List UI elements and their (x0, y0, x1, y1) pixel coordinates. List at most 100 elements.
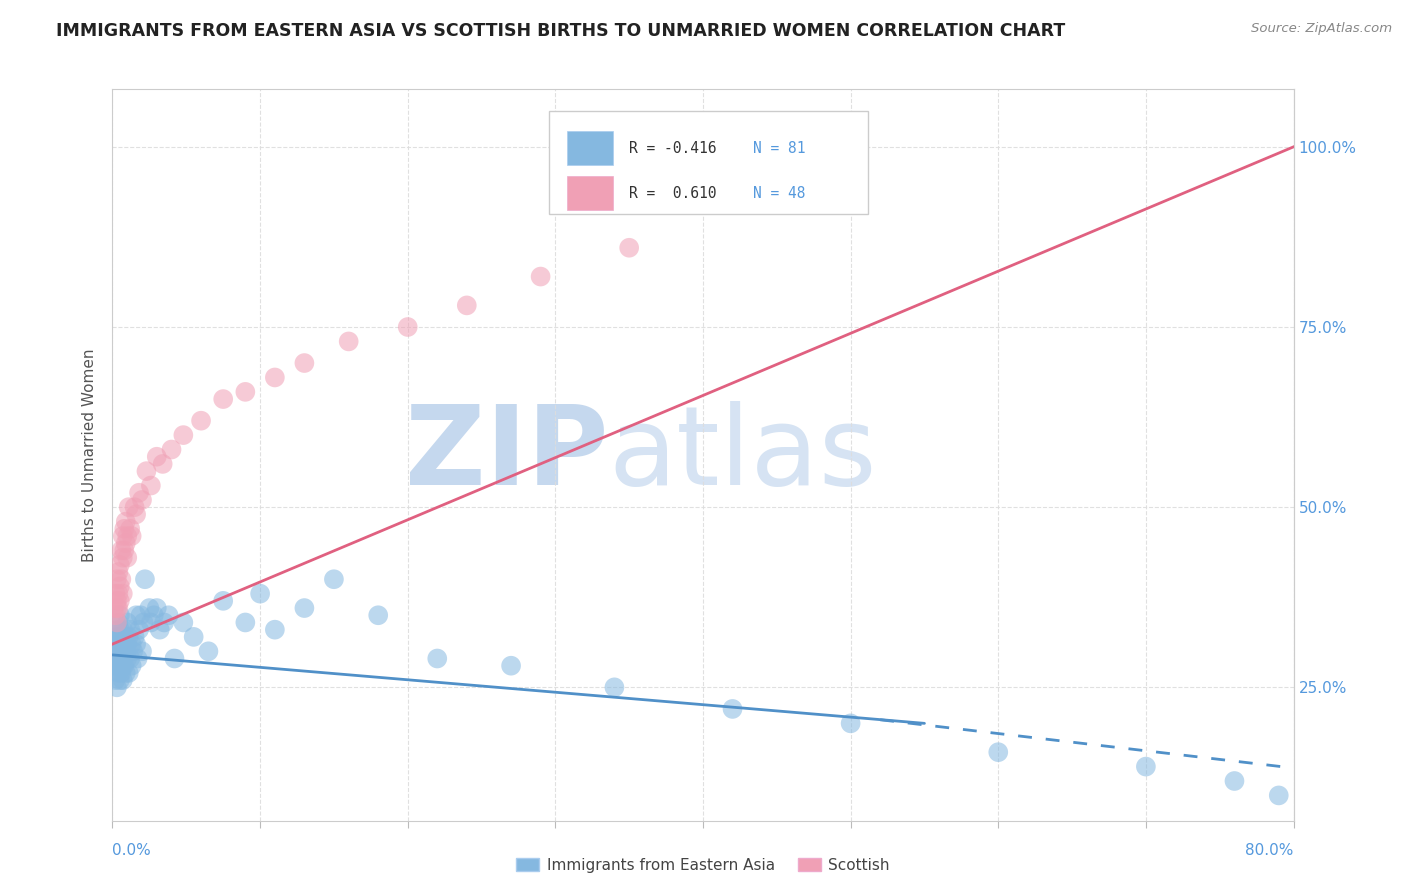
Point (117, 615, 138, 630)
Point (603, 681, 626, 695)
Point (146, 450, 169, 464)
Point (121, 637, 143, 651)
Point (125, 608, 148, 623)
Point (721, 702, 744, 716)
Point (111, 651, 134, 665)
Point (120, 522, 142, 536)
Point (112, 543, 135, 558)
Point (1223, 774, 1246, 789)
Point (131, 492, 153, 507)
Point (111, 550, 134, 565)
Point (131, 644, 153, 658)
Point (107, 630, 129, 644)
Point (396, 320, 419, 334)
Point (110, 644, 132, 658)
Text: 0.0%: 0.0% (112, 843, 152, 858)
Point (108, 623, 131, 637)
Point (337, 334, 360, 349)
Text: IMMIGRANTS FROM EASTERN ASIA VS SCOTTISH BIRTHS TO UNMARRIED WOMEN CORRELATION C: IMMIGRANTS FROM EASTERN ASIA VS SCOTTISH… (56, 22, 1066, 40)
Point (134, 572, 156, 586)
Point (110, 658, 132, 673)
Point (105, 681, 128, 695)
Point (110, 630, 132, 644)
Point (124, 630, 146, 644)
Point (108, 579, 131, 593)
Point (103, 658, 125, 673)
Point (264, 370, 287, 384)
Point (105, 630, 128, 644)
Point (987, 745, 1010, 759)
Point (152, 457, 174, 471)
Point (104, 608, 127, 623)
Point (104, 587, 127, 601)
Point (157, 608, 180, 623)
Point (233, 384, 256, 399)
Point (114, 644, 136, 658)
Point (108, 644, 131, 658)
Point (135, 464, 157, 478)
Point (172, 428, 194, 442)
Point (127, 651, 149, 665)
Text: Source: ZipAtlas.com: Source: ZipAtlas.com (1251, 22, 1392, 36)
Point (249, 587, 271, 601)
Point (111, 623, 134, 637)
Point (111, 587, 134, 601)
Point (108, 608, 131, 623)
Point (112, 522, 135, 536)
Point (108, 658, 131, 673)
Point (105, 572, 128, 586)
Point (103, 601, 125, 615)
Point (139, 478, 162, 492)
Point (108, 558, 131, 572)
Point (1268, 789, 1291, 803)
Point (125, 508, 148, 522)
Legend: Immigrants from Eastern Asia, Scottish: Immigrants from Eastern Asia, Scottish (510, 852, 896, 879)
Point (118, 500, 141, 515)
Text: R =  0.610: R = 0.610 (628, 186, 716, 201)
Point (323, 572, 346, 586)
Point (128, 623, 150, 637)
Point (124, 500, 146, 515)
Text: ZIP: ZIP (405, 401, 609, 508)
Point (292, 356, 315, 370)
Point (105, 594, 128, 608)
Point (107, 587, 129, 601)
Point (149, 623, 172, 637)
FancyBboxPatch shape (567, 131, 613, 165)
Point (121, 529, 143, 543)
Point (132, 615, 155, 630)
Text: N = 48: N = 48 (752, 186, 806, 201)
Point (107, 565, 129, 579)
Point (839, 716, 862, 731)
Point (146, 601, 169, 615)
Point (212, 594, 235, 608)
Point (111, 658, 134, 673)
Point (138, 601, 160, 615)
Point (108, 594, 131, 608)
Point (233, 615, 256, 630)
Point (110, 665, 132, 680)
Point (110, 572, 132, 586)
Point (112, 658, 135, 673)
Point (197, 644, 219, 658)
Point (104, 651, 127, 665)
Point (367, 608, 389, 623)
Point (619, 241, 641, 255)
Point (105, 644, 128, 658)
Y-axis label: Births to Unmarried Women: Births to Unmarried Women (82, 348, 97, 562)
Point (292, 601, 315, 615)
Point (104, 637, 127, 651)
Point (160, 442, 183, 457)
Point (105, 623, 128, 637)
Point (114, 515, 136, 529)
Point (105, 658, 128, 673)
Point (111, 529, 134, 543)
Point (105, 615, 128, 630)
Point (118, 665, 141, 680)
Point (111, 637, 134, 651)
Text: 80.0%: 80.0% (1246, 843, 1294, 858)
Point (153, 615, 176, 630)
Point (1135, 759, 1157, 773)
Point (112, 644, 135, 658)
Point (501, 658, 523, 673)
